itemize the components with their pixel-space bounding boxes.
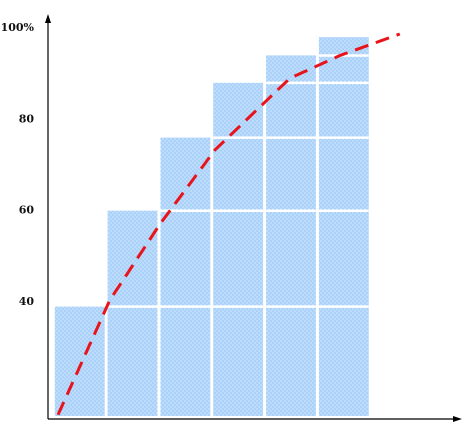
bar-texture	[266, 55, 316, 416]
x-axis-arrow	[453, 416, 462, 422]
cumulative-curve	[56, 32, 401, 416]
bar-texture	[213, 82, 264, 416]
y-tick-label: 60	[19, 204, 35, 217]
bars	[54, 37, 369, 417]
bar-texture	[107, 210, 158, 416]
y-tick-label: 80	[19, 112, 35, 125]
bar-texture	[160, 137, 211, 416]
y-tick-label: 40	[19, 295, 35, 308]
bar-texture	[318, 37, 369, 417]
bar-texture	[54, 306, 105, 416]
y-tick-label: 100%	[1, 21, 35, 34]
y-axis-arrow	[45, 14, 51, 23]
